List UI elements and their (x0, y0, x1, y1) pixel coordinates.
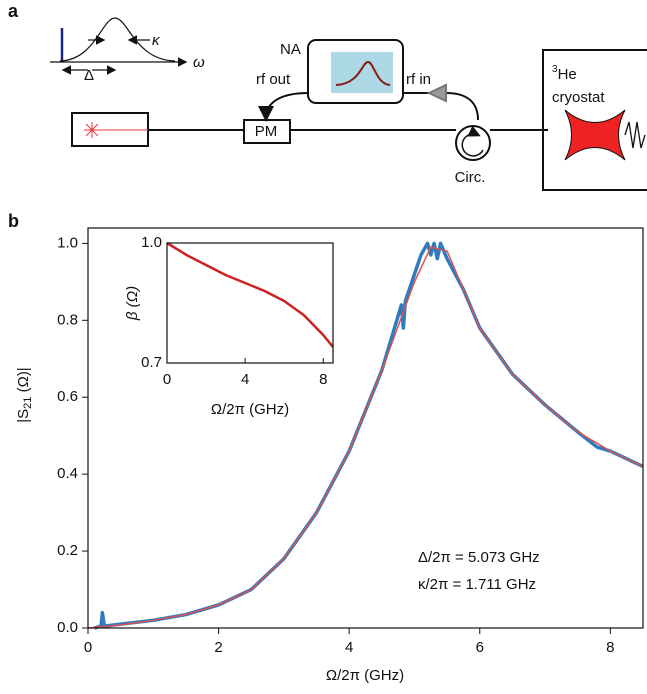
y-tick-label: 0.2 (57, 542, 78, 559)
annotation: Δ/2π = 5.073 GHz (418, 549, 540, 566)
x-tick-label: 2 (214, 639, 222, 656)
lorentzian-sketch (50, 17, 188, 75)
x-tick-label: 0 (84, 639, 92, 656)
he: He (558, 66, 577, 83)
na-label: NA (280, 41, 301, 58)
delta-label: Δ (84, 67, 94, 84)
cryostat-label: 3He (552, 64, 577, 83)
axes-frame (166, 242, 334, 364)
x-tick-label: 0 (163, 371, 171, 388)
x-tick-label: 4 (345, 639, 353, 656)
y-tick-label: 0.8 (57, 311, 78, 328)
rf-out-label: rf out (256, 71, 291, 88)
panel-label: a (8, 1, 19, 21)
y-tick-label: 0.6 (57, 388, 78, 405)
inset-y-label: β (Ω) (124, 286, 141, 321)
x-axis-label: Ω/2π (GHz) (326, 667, 404, 684)
pm-label: PM (255, 123, 278, 140)
inset-x-label: Ω/2π (GHz) (211, 401, 289, 418)
cryostat-label: cryostat (552, 89, 605, 106)
x-tick-label: 6 (476, 639, 484, 656)
panel-label: b (8, 211, 19, 231)
label-part: |S (15, 409, 32, 423)
omega-label: ω (193, 54, 205, 71)
y-tick-label: 0.0 (57, 619, 78, 636)
circ-label: Circ. (455, 169, 486, 186)
kappa-label: κ (152, 32, 161, 49)
y-tick-label: 0.4 (57, 465, 78, 482)
x-tick-label: 4 (241, 371, 249, 388)
y-tick-label: 1.0 (57, 234, 78, 251)
annotation: κ/2π = 1.711 GHz (418, 576, 536, 593)
inset-background (167, 243, 333, 363)
rf-in-label: rf in (406, 71, 431, 88)
x-tick-label: 8 (319, 371, 327, 388)
axes-frame (87, 227, 644, 629)
setup (71, 39, 647, 191)
label-part: 21 (22, 397, 34, 409)
y-axis-label: |S21 (Ω)| (15, 367, 34, 422)
y-tick-label: 1.0 (141, 234, 162, 251)
data-line (166, 241, 334, 348)
x-tick-label: 8 (606, 639, 614, 656)
data-line (87, 246, 644, 629)
label-part: (Ω)| (15, 367, 32, 396)
y-tick-label: 0.7 (141, 354, 162, 371)
superscript: 3 (552, 64, 558, 75)
